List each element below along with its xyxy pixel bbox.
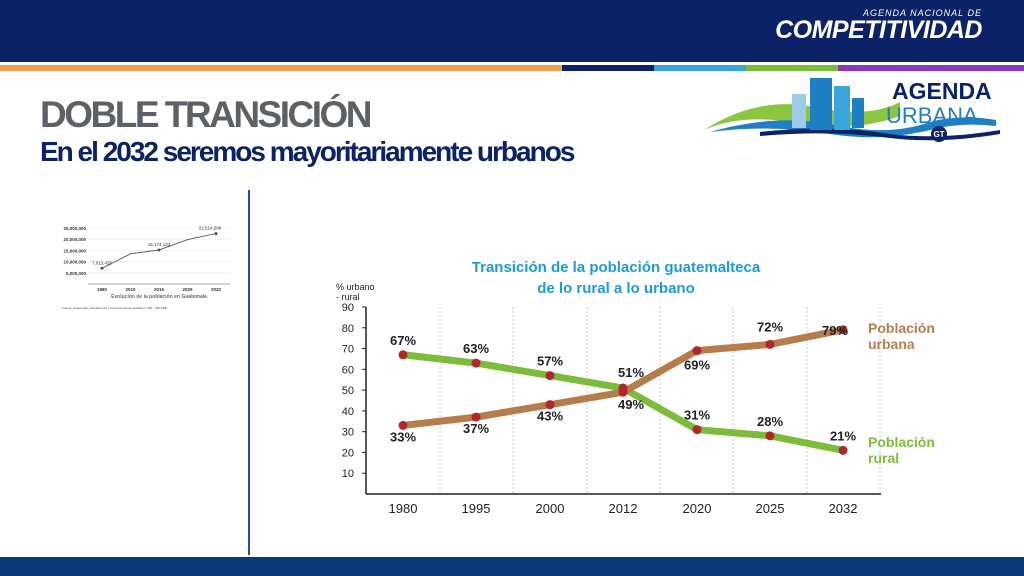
slide-title: DOBLE TRANSICIÓN	[40, 94, 373, 135]
thumb-x-tick-label: 2032	[211, 287, 222, 292]
rural-data-point	[618, 383, 628, 393]
thumb-source: Fuente: Guatemala, estimaciones y proyec…	[62, 306, 167, 310]
urban-data-label: 33%	[390, 429, 416, 444]
y-tick-label: 30	[342, 427, 354, 439]
x-tick-label: 2020	[683, 501, 712, 516]
logo-building-1	[810, 78, 832, 130]
rural-data-point	[545, 371, 555, 381]
thumb-y-tick-label: 25,000,000	[63, 226, 86, 231]
logo-badge-circle	[931, 126, 947, 142]
thumb-y-tick-label: 10,000,000	[63, 260, 86, 265]
chart-title-line2: de lo rural a lo urbano	[537, 280, 695, 297]
x-tick-label: 2032	[829, 501, 858, 516]
brand-big-text: COMPETITIVIDAD	[775, 16, 982, 44]
stripe-orange	[0, 65, 562, 71]
y-tick-label: 20	[342, 447, 354, 459]
brand-logo: AGENDA NACIONAL DE COMPETITIVIDAD	[775, 8, 982, 44]
y-tick-label: 50	[342, 385, 354, 397]
thumb-point	[157, 248, 161, 252]
logo-building-3	[852, 98, 864, 128]
urban-series-name-line2: urbana	[868, 336, 915, 352]
rural-data-point	[838, 445, 848, 455]
rural-data-point	[692, 425, 702, 435]
agenda-urbana-logo: AGENDA URBANA GT	[704, 78, 1000, 142]
brand-small-text: AGENDA NACIONAL DE	[862, 8, 982, 18]
x-tick-label: 2025	[756, 501, 785, 516]
urban-data-point	[471, 412, 481, 422]
logo-wave-blue	[710, 117, 996, 138]
thumb-y-tick-label: 5,000,000	[66, 271, 87, 276]
bottom-banner	[0, 557, 1024, 576]
urban-data-point	[692, 346, 702, 356]
stripe-navy	[562, 65, 654, 71]
logo-word-agenda: AGENDA	[892, 78, 992, 104]
y-tick-label: 70	[342, 344, 354, 356]
urban-data-label: 43%	[537, 409, 563, 424]
slide-subtitle: En el 2032 seremos mayoritariamente urba…	[40, 136, 575, 167]
thumb-y-tick-label: 15,000,000	[63, 248, 86, 253]
thumb-data-label: 7,013,435	[92, 260, 113, 265]
urban-data-point	[398, 420, 408, 430]
urban-data-label: 72%	[757, 319, 783, 334]
y-tick-label: 40	[342, 406, 354, 418]
stripe-green	[746, 65, 838, 71]
urban-data-label: 49%	[618, 397, 644, 412]
urban-data-label: 37%	[463, 421, 489, 436]
thumb-x-tick-label: 2025	[182, 287, 193, 292]
rural-series-name-line1: Población	[868, 434, 935, 450]
rural-data-label: 51%	[618, 365, 644, 380]
rural-data-label: 57%	[537, 354, 563, 369]
x-tick-label: 2012	[609, 501, 638, 516]
urban-data-label: 79%	[822, 323, 848, 338]
thumb-x-tick-label: 2015	[154, 287, 165, 292]
top-banner	[0, 0, 1024, 62]
thumb-title: Evolución de la población en Guatemala	[111, 294, 207, 300]
x-tick-label: 1995	[462, 501, 491, 516]
rural-data-label: 28%	[757, 414, 783, 429]
thumb-x-tick-label: 2010	[125, 287, 136, 292]
rural-data-label: 21%	[830, 428, 856, 443]
rural-data-point	[471, 358, 481, 368]
x-tick-label: 2000	[536, 501, 565, 516]
y-tick-label: 90	[342, 302, 354, 314]
x-tick-label: 1980	[389, 501, 418, 516]
urban-data-point	[838, 325, 848, 335]
logo-building-2	[834, 86, 850, 130]
thumb-data-label: 22,514,296	[199, 226, 222, 231]
urban-rural-transition-chart: Transición de la población guatemalteca d…	[336, 259, 935, 516]
rural-data-point	[765, 431, 775, 441]
y-tick-label: 80	[342, 323, 354, 335]
urban-data-point	[765, 339, 775, 349]
thumb-data-label: 15,174,133	[148, 242, 171, 247]
rural-data-point	[398, 350, 408, 360]
thumb-x-tick-label: 1980	[97, 287, 108, 292]
vertical-divider	[248, 190, 250, 555]
thumb-point	[100, 266, 104, 270]
y-tick-label: 60	[342, 364, 354, 376]
rural-data-label: 31%	[684, 408, 710, 423]
urban-series-name-line1: Población	[868, 320, 935, 336]
logo-word-urbana: URBANA	[886, 103, 978, 128]
urban-data-point	[545, 400, 555, 410]
stripe-blue	[654, 65, 746, 71]
population-thumbnail-chart: 25,000,000 20,000,000 15,000,000 10,000,000…	[62, 226, 230, 310]
stripe-purple	[838, 65, 1024, 71]
rural-series-name-line2: rural	[868, 450, 899, 466]
thumb-y-tick-label: 20,000,000	[63, 237, 86, 242]
y-axis-label-line1: % urbano	[336, 282, 375, 292]
logo-building-4	[792, 94, 806, 128]
rural-data-label: 67%	[390, 333, 416, 348]
thumb-point	[214, 232, 218, 235]
y-axis-label-line2: - rural	[336, 292, 360, 302]
chart-title-line1: Transición de la población guatemalteca	[472, 259, 761, 276]
rural-data-label: 63%	[463, 341, 489, 356]
logo-badge-text: GT	[933, 130, 944, 139]
urban-data-label: 69%	[684, 358, 710, 373]
y-tick-label: 10	[342, 468, 354, 480]
